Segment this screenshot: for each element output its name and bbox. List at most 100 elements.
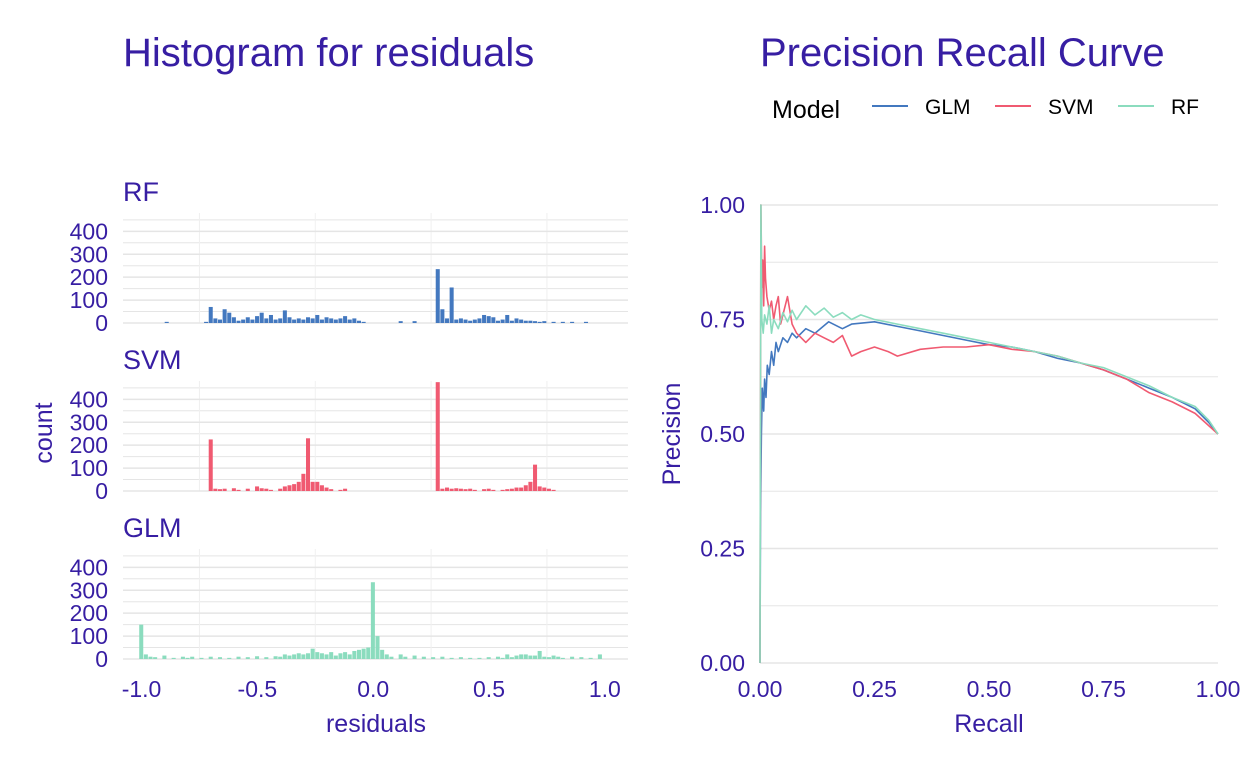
histogram-bar	[329, 652, 334, 659]
histogram-bar	[306, 653, 311, 659]
histogram-bar	[454, 488, 459, 491]
y-tick-label: 400	[70, 386, 108, 412]
histogram-bar	[449, 287, 454, 323]
y-tick-label: 1.00	[700, 192, 745, 218]
histogram-bar	[389, 656, 394, 659]
histogram-bar	[296, 318, 301, 323]
histogram-bar	[560, 321, 565, 323]
histogram-bar	[217, 489, 223, 491]
histogram-bar	[171, 657, 176, 659]
histogram-bar	[444, 318, 450, 323]
histogram-bar	[570, 321, 575, 323]
histogram-bar	[528, 655, 533, 659]
histogram-bar	[315, 481, 320, 491]
histogram-bar	[231, 317, 236, 323]
y-tick-label: 100	[70, 287, 108, 313]
panel-label: RF	[123, 177, 159, 207]
histogram-bar	[268, 489, 273, 491]
histogram-bar	[440, 309, 445, 323]
histogram-bar	[366, 647, 371, 659]
histogram-bar	[551, 655, 556, 659]
histogram-bar	[222, 309, 227, 323]
y-tick-label: 400	[70, 218, 108, 244]
histogram-bar	[236, 656, 241, 659]
histogram-bar	[533, 464, 538, 491]
y-tick-label: 0.50	[700, 421, 745, 447]
histogram-bar	[324, 317, 329, 323]
histogram-bar	[199, 657, 204, 659]
histogram-bar	[329, 489, 334, 491]
y-tick-label: 0	[95, 478, 108, 504]
histogram-bar	[588, 657, 593, 659]
histogram-bar	[435, 382, 440, 491]
histogram-bar	[306, 317, 311, 323]
x-tick-label: 0.0	[357, 676, 389, 702]
histogram-bar	[208, 439, 213, 491]
histogram-bar	[597, 654, 602, 659]
histogram-bar	[282, 310, 287, 323]
histogram-bar	[472, 489, 477, 491]
histogram-bar	[338, 318, 343, 323]
histogram-bar	[560, 657, 565, 659]
y-tick-label: 200	[70, 600, 108, 626]
histogram-bar	[338, 489, 343, 491]
histogram-bar	[551, 489, 556, 491]
histogram-bar	[472, 319, 477, 323]
x-tick-label: -0.5	[238, 676, 278, 702]
histogram-bar	[347, 654, 352, 659]
histogram-bar	[292, 319, 297, 323]
histogram-bar	[356, 649, 362, 659]
histogram-bar	[213, 488, 218, 491]
histogram-bar	[533, 321, 538, 323]
histogram-bar	[148, 656, 153, 659]
histogram-bar	[528, 320, 533, 323]
series-line-RF	[759, 204, 1219, 664]
histogram-y-label: count	[30, 402, 58, 463]
histogram-bar	[519, 487, 524, 491]
histogram-bar	[537, 650, 542, 659]
histogram-bar	[542, 656, 547, 659]
histogram-bar	[398, 321, 403, 323]
histogram-bar	[449, 488, 454, 491]
histogram-bar	[333, 319, 338, 323]
histogram-bar	[213, 318, 218, 323]
histogram-bar	[347, 319, 352, 323]
histogram-bar	[343, 488, 348, 491]
histogram-bar	[343, 652, 348, 659]
histogram-bar	[164, 321, 169, 323]
legend-title: Model	[772, 96, 840, 124]
histogram-bar	[292, 654, 297, 659]
histogram-bar	[375, 636, 380, 659]
histogram-bar	[264, 657, 269, 659]
x-tick-label: 0.25	[852, 676, 897, 702]
y-tick-label: 300	[70, 241, 108, 267]
histogram-bar	[546, 488, 551, 491]
histogram-bar	[519, 654, 524, 659]
histogram-bar	[356, 320, 362, 323]
y-tick-label: 0.00	[700, 650, 745, 676]
histogram-bar	[217, 319, 223, 323]
histogram-bar	[315, 314, 320, 323]
histogram-bar	[505, 489, 510, 491]
histogram-bar	[264, 488, 269, 491]
histogram-bar	[245, 317, 250, 323]
histogram-bar	[468, 320, 473, 323]
histogram-bar	[282, 486, 287, 491]
histogram-bar	[227, 657, 232, 659]
histogram-bar	[551, 321, 556, 323]
x-tick-label: 1.00	[1196, 676, 1241, 702]
y-tick-label: 200	[70, 264, 108, 290]
histogram-bar	[449, 657, 454, 659]
histogram-bar	[278, 488, 283, 491]
histogram-bar	[301, 654, 306, 659]
histogram-bar	[458, 318, 463, 323]
histogram-bar	[352, 650, 357, 659]
histogram-bar	[273, 656, 278, 659]
histogram-bar	[273, 319, 278, 323]
histogram-bar	[421, 656, 426, 659]
histogram-bar	[319, 485, 324, 491]
histogram-bar	[514, 318, 519, 323]
